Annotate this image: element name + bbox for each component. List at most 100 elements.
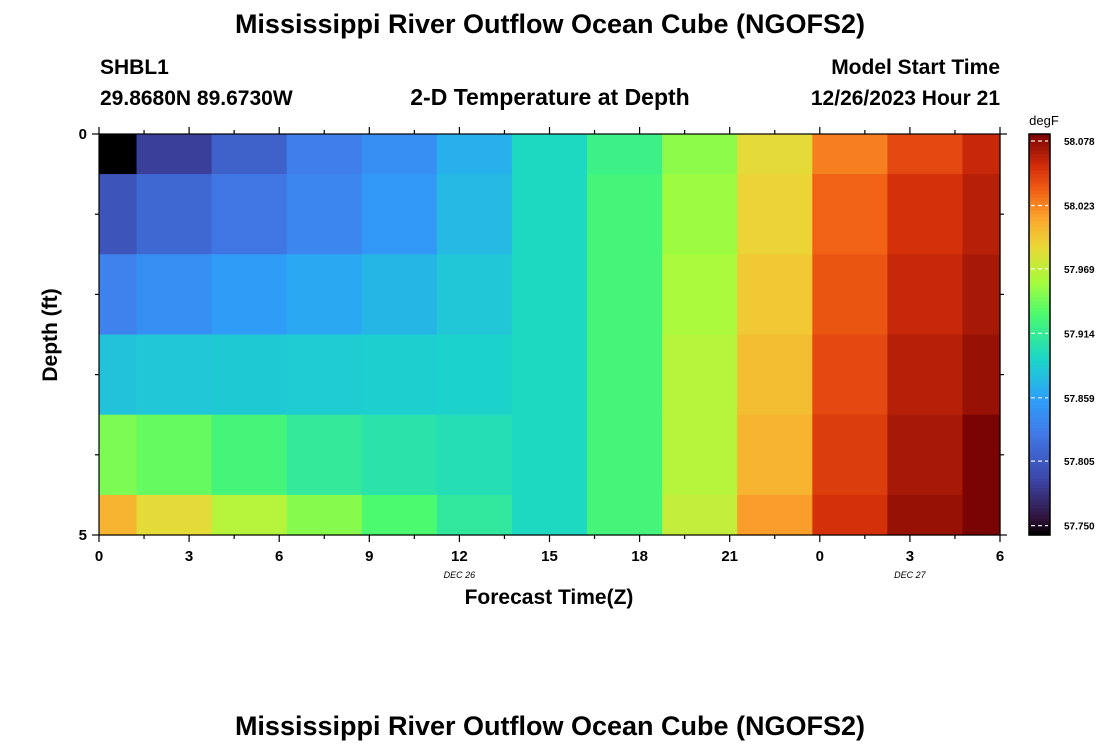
colorbar-segment [1029, 134, 1050, 138]
colorbar-tick-label: 57.805 [1064, 457, 1095, 468]
heatmap-cell [136, 494, 213, 536]
heatmap-cell [286, 254, 363, 336]
x-axis-label: Forecast Time(Z) [465, 586, 634, 609]
heatmap-cell [99, 134, 138, 175]
x-tick-label: 9 [365, 548, 373, 565]
colorbar-tick-label: 58.078 [1064, 137, 1095, 148]
colorbar-segment [1029, 464, 1050, 469]
colorbar-segment [1029, 394, 1050, 399]
colorbar-segment [1029, 334, 1050, 339]
colorbar-segment [1029, 327, 1050, 332]
colorbar-segment [1029, 531, 1050, 536]
colorbar-tick-label: 57.914 [1064, 329, 1095, 340]
heatmap-cell [887, 334, 964, 416]
heatmap-cell [511, 254, 588, 336]
colorbar-segment [1029, 458, 1050, 463]
colorbar-segment [1029, 200, 1050, 205]
colorbar-segment [1029, 448, 1050, 453]
heatmap-cell [136, 134, 213, 175]
heatmap-cell [737, 174, 813, 255]
x-tick-label: 21 [721, 548, 738, 565]
heatmap-cell [887, 134, 964, 175]
colorbar-segment [1029, 227, 1050, 232]
heatmap-cell [662, 174, 738, 255]
heatmap-cell [812, 334, 888, 416]
x-tick-label: 12 [451, 548, 468, 565]
y-tick-label: 0 [79, 126, 87, 143]
colorbar-segment [1029, 140, 1050, 145]
colorbar-segment [1029, 341, 1050, 346]
colorbar-segment [1029, 494, 1050, 499]
colorbar-segment [1029, 321, 1050, 326]
heatmap-cell [286, 414, 363, 496]
colorbar-segment [1029, 267, 1050, 272]
heatmap-cell [361, 334, 438, 416]
colorbar-segment [1029, 444, 1050, 449]
heatmap-cell [511, 174, 588, 255]
colorbar-segment [1029, 491, 1050, 496]
heatmap-cell [587, 334, 663, 416]
colorbar-segment [1029, 478, 1050, 483]
colorbar-segment [1029, 164, 1050, 169]
y-tick-label: 5 [79, 527, 87, 544]
heatmap-cell [887, 414, 964, 496]
colorbar-segment [1029, 484, 1050, 489]
heatmap-cell [211, 174, 288, 255]
colorbar-segment [1029, 471, 1050, 476]
heatmap-cell [99, 414, 138, 496]
colorbar-segment [1029, 154, 1050, 158]
colorbar-segment [1029, 180, 1050, 185]
colorbar-segment [1029, 210, 1050, 215]
y-axis-label: Depth (ft) [39, 288, 62, 381]
heatmap-cell [587, 174, 663, 255]
colorbar-segment [1029, 337, 1050, 342]
heatmap-cell [812, 174, 888, 255]
heatmap-cell [887, 254, 964, 336]
colorbar-segment [1029, 254, 1050, 259]
heatmap-cell [211, 134, 288, 175]
colorbar-segment [1029, 438, 1050, 443]
colorbar-segment [1029, 324, 1050, 329]
heatmap-cell [962, 494, 1001, 536]
colorbar-segment [1029, 344, 1050, 349]
colorbar-segment [1029, 364, 1050, 369]
colorbar-segment [1029, 451, 1050, 456]
heatmap-cell [511, 134, 588, 175]
heatmap-cell [587, 254, 663, 336]
colorbar-segment [1029, 160, 1050, 165]
date-label: DEC 27 [894, 570, 927, 580]
colorbar-tick-label: 58.023 [1064, 202, 1095, 213]
colorbar-segment [1029, 217, 1050, 222]
heatmap-cell [587, 494, 663, 536]
colorbar-segment [1029, 304, 1050, 309]
colorbar-segment [1029, 294, 1050, 299]
colorbar-tick-label: 57.859 [1064, 394, 1095, 405]
colorbar-segment [1029, 374, 1050, 379]
heatmap-cell [887, 494, 964, 536]
heatmap-cell [962, 254, 1001, 336]
heatmap-cell [812, 134, 888, 175]
heatmap-cell [887, 174, 964, 255]
colorbar-segment [1029, 224, 1050, 229]
colorbar-segment [1029, 147, 1050, 152]
x-tick-label: 3 [185, 548, 193, 565]
colorbar-segment [1029, 514, 1050, 519]
title-top: Mississippi River Outflow Ocean Cube (NG… [234, 9, 866, 39]
colorbar-segment [1029, 204, 1050, 209]
colorbar-segment [1029, 277, 1050, 282]
colorbar-segment [1029, 174, 1050, 179]
heatmap-cell [511, 494, 588, 536]
heatmap-cell [812, 494, 888, 536]
colorbar-segment [1029, 237, 1050, 242]
colorbar-segment [1029, 144, 1050, 148]
colorbar-segment [1029, 301, 1050, 306]
heatmap-cell [286, 134, 363, 175]
colorbar-segment [1029, 461, 1050, 466]
heatmap-cell [361, 174, 438, 255]
heatmap-cell [436, 254, 513, 336]
colorbar-segment [1029, 418, 1050, 422]
colorbar-segment [1029, 528, 1050, 533]
colorbar-segment [1029, 184, 1050, 189]
heatmap-cell [737, 134, 813, 175]
